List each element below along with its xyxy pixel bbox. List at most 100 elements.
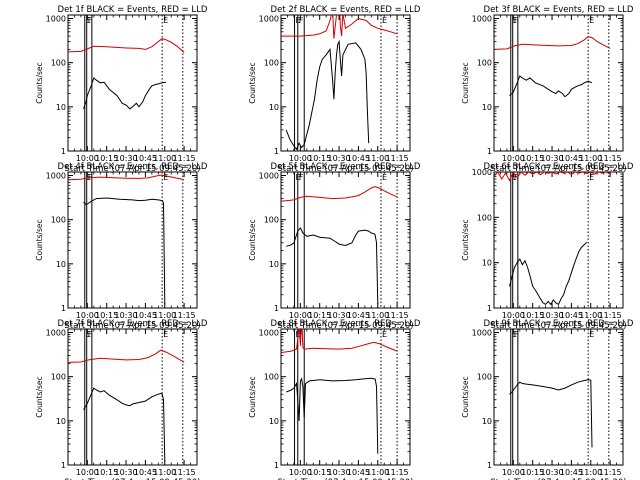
x-tick-label: 10:45: [560, 468, 583, 477]
x-tick-label: 10:30: [328, 468, 351, 477]
series-lld-line: [68, 349, 185, 363]
y-tick-label: 1: [487, 461, 492, 470]
marker-label: E: [589, 330, 594, 339]
x-tick-label: 11:15: [386, 468, 409, 477]
y-tick-label: 1: [61, 147, 66, 156]
x-axis-label: Start Time (07-Apr-15 09:45:20): [64, 478, 200, 480]
x-tick-label: 10:00: [76, 311, 99, 320]
y-tick-label: 100: [264, 216, 279, 225]
y-tick-label: 1000: [259, 171, 279, 180]
x-tick-label: 11:15: [599, 154, 622, 163]
x-tick-label: 10:15: [308, 311, 331, 320]
marker-label: E: [589, 173, 594, 182]
x-tick-label: 10:45: [560, 311, 583, 320]
marker-label: F: [514, 16, 519, 25]
x-tick-label: 10:45: [347, 468, 370, 477]
y-tick-label: 1: [61, 304, 66, 313]
marker-label: E: [512, 330, 517, 339]
y-axis-label: Counts/sec: [461, 62, 470, 103]
x-tick-label: 10:15: [521, 311, 544, 320]
y-tick-label: 100: [51, 216, 66, 225]
marker-label: E: [86, 16, 91, 25]
y-tick-label: 100: [51, 59, 66, 68]
series-lld-line: [281, 186, 398, 202]
x-tick-label: 11:15: [173, 468, 196, 477]
series-events-line: [285, 39, 370, 151]
y-tick-label: 10: [482, 417, 492, 426]
y-tick-label: 100: [477, 213, 492, 222]
panel-title: Det 3f BLACK = Events, RED = LLD: [484, 5, 634, 15]
plot-frame: [280, 14, 411, 152]
y-tick-label: 10: [482, 103, 492, 112]
x-axis-label: Start Time (07-Apr-15 09:45:20): [277, 321, 413, 331]
panel-title: Det 6f BLACK = Events, RED = LLD: [484, 162, 634, 172]
panel-title: Det 4f BLACK = Events, RED = LLD: [58, 162, 208, 172]
panel-7: Det 7f BLACK = Events, RED = LLD 1 10 100 10…: [35, 319, 208, 480]
y-tick-label: 1: [274, 147, 279, 156]
x-tick-label: 10:30: [541, 154, 564, 163]
y-tick-label: 100: [264, 59, 279, 68]
panel-title: Det 7f BLACK = Events, RED = LLD: [58, 319, 208, 329]
x-tick-label: 11:00: [579, 311, 602, 320]
x-tick-label: 11:15: [599, 311, 622, 320]
x-tick-label: 11:00: [153, 311, 176, 320]
y-axis-label: Counts/sec: [461, 376, 470, 417]
x-tick-label: 10:00: [289, 154, 312, 163]
marker-label: F: [514, 330, 519, 339]
plot-frame: [67, 171, 198, 309]
panel-title: Det 5f BLACK = Events, RED = LLD: [271, 162, 421, 172]
x-tick-label: 11:00: [366, 311, 389, 320]
x-tick-label: 10:00: [502, 311, 525, 320]
plot-frame: [280, 171, 411, 309]
x-tick-label: 10:15: [521, 154, 544, 163]
y-tick-label: 1000: [472, 328, 492, 337]
marker-label: E: [512, 173, 517, 182]
x-tick-label: 11:00: [366, 468, 389, 477]
plot-frame: [493, 328, 624, 466]
series-events-line: [286, 226, 379, 305]
y-tick-label: 10: [56, 260, 66, 269]
x-tick-label: 11:15: [173, 154, 196, 163]
x-tick-label: 11:15: [386, 311, 409, 320]
x-tick-label: 10:30: [115, 468, 138, 477]
y-axis-label: Counts/sec: [248, 376, 257, 417]
x-tick-label: 10:00: [289, 468, 312, 477]
y-tick-label: 1000: [46, 171, 66, 180]
x-tick-label: 10:45: [134, 468, 157, 477]
y-tick-label: 10: [56, 417, 66, 426]
y-tick-label: 1000: [46, 14, 66, 23]
x-tick-label: 10:15: [521, 468, 544, 477]
x-tick-label: 11:15: [386, 154, 409, 163]
series-lld-line: [281, 15, 398, 39]
y-axis-label: Counts/sec: [35, 62, 44, 103]
series-events-line: [286, 377, 379, 454]
panel-5: Det 5f BLACK = Events, RED = LLD 1 10 100 10…: [248, 162, 421, 331]
marker-label: E: [163, 173, 168, 182]
y-tick-label: 10: [482, 259, 492, 268]
x-tick-label: 11:00: [366, 154, 389, 163]
plot-frame: [493, 14, 624, 152]
x-axis-label: Start Time (07-Apr-15 09:45:20): [277, 478, 413, 480]
x-tick-label: 10:15: [308, 154, 331, 163]
x-tick-label: 11:15: [173, 311, 196, 320]
panel-title: Det 9f BLACK = Events, RED = LLD: [484, 319, 634, 329]
plot-frame: [67, 328, 198, 466]
y-axis-label: Counts/sec: [35, 219, 44, 260]
series-events-line: [509, 242, 588, 306]
x-tick-label: 10:30: [328, 154, 351, 163]
x-axis-label: Start Time (07-Apr-15 09:45:20): [64, 321, 200, 331]
series-lld-line: [281, 329, 398, 354]
series-events-line: [83, 77, 167, 110]
x-axis-label: Start Time (07-Apr-15 09:45:20): [490, 321, 626, 331]
panel-2: Det 2f BLACK = Events, RED = LLD 1 10 100 10…: [248, 5, 421, 174]
x-axis-label: Start Time (07-Apr-15 09:45:20): [277, 164, 413, 174]
y-tick-label: 100: [51, 373, 66, 382]
x-axis-label: Start Time (07-Apr-15 09:45:20): [64, 164, 200, 174]
marker-label: F: [514, 173, 519, 182]
y-tick-label: 10: [269, 103, 279, 112]
y-tick-label: 1: [487, 147, 492, 156]
y-tick-label: 1000: [472, 168, 492, 177]
x-tick-label: 10:00: [76, 154, 99, 163]
marker-label: E: [86, 330, 91, 339]
